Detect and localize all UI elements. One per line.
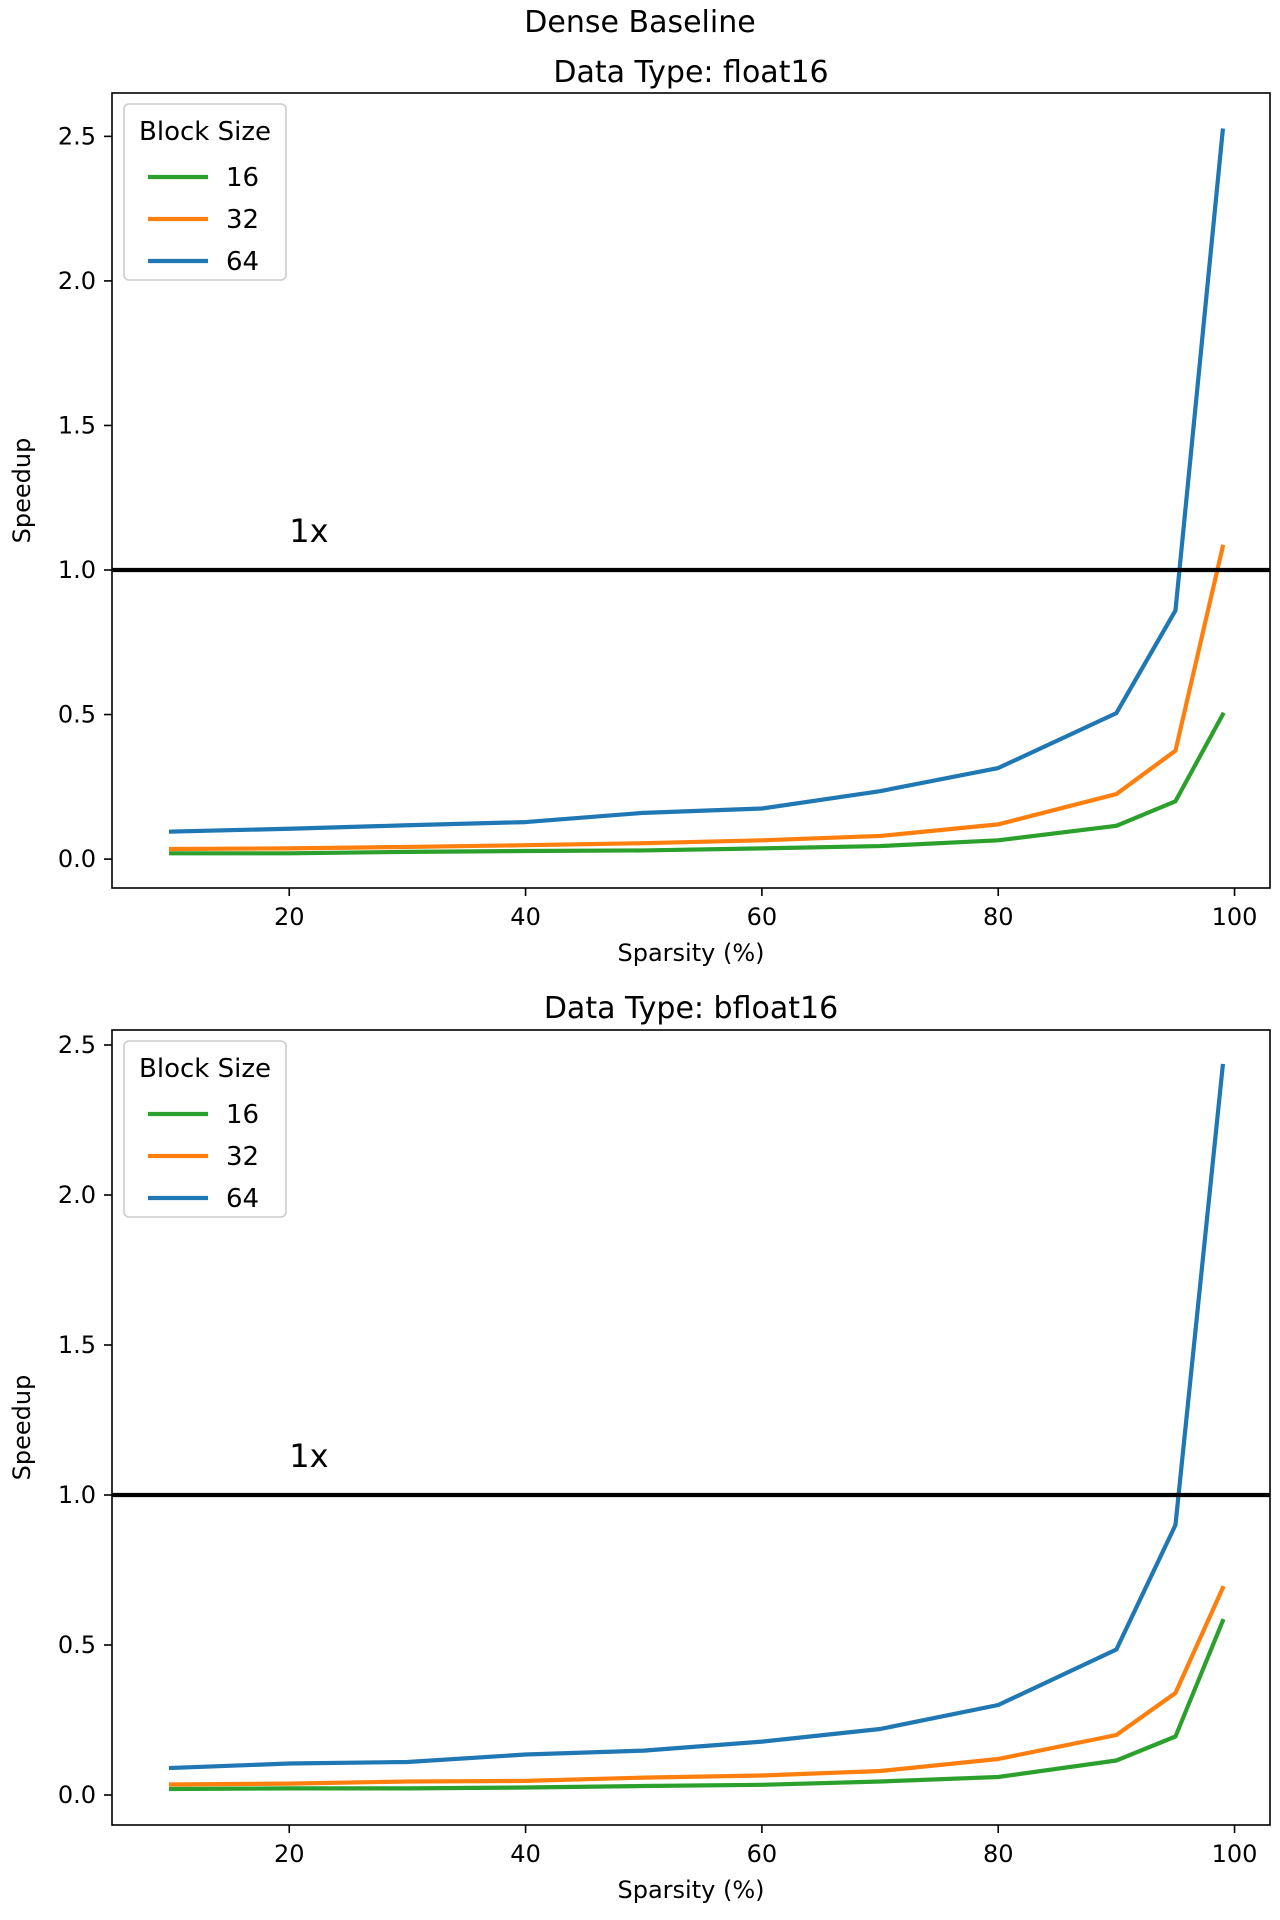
x-tick-label: 20	[274, 903, 305, 931]
y-axis-label: Speedup	[8, 1375, 36, 1481]
x-tick-label: 40	[510, 1840, 541, 1868]
y-tick-label: 0.5	[58, 701, 96, 729]
y-tick-label: 1.5	[58, 1331, 96, 1359]
series-line-block-16	[168, 1618, 1226, 1792]
x-tick-label: 20	[274, 1840, 305, 1868]
y-tick-label: 1.5	[58, 411, 96, 439]
y-tick-label: 1.0	[58, 556, 96, 584]
x-tick-label: 80	[983, 1840, 1014, 1868]
x-tick-label: 40	[510, 903, 541, 931]
legend-entry-64: 64	[226, 1184, 259, 1214]
chart-title: Data Type: bfloat16	[544, 991, 838, 1026]
chart-panel-1: Data Type: float16 20 40 60 80 100 0.0 0.5 1.0 1.…	[8, 55, 1271, 967]
reference-line-label: 1x	[289, 1437, 328, 1475]
legend-entry-16: 16	[226, 163, 259, 193]
legend: Block Size 16 32 64	[123, 103, 287, 281]
chart-title: Data Type: float16	[553, 55, 828, 90]
y-tick-label: 2.5	[58, 122, 96, 150]
y-axis-label: Speedup	[8, 438, 36, 544]
x-tick-label: 80	[983, 903, 1014, 931]
series-line-block-64	[168, 1063, 1226, 1771]
plots: Data Type: float16 20 40 60 80 100 0.0 0.5 1.0 1.…	[8, 55, 1271, 1904]
series-line-block-32	[168, 1585, 1226, 1787]
y-tick-label: 0.5	[58, 1631, 96, 1659]
x-axis-label: Sparsity (%)	[618, 1876, 765, 1904]
legend-title: Block Size	[139, 1054, 271, 1084]
x-tick-label: 60	[747, 1840, 778, 1868]
legend-box	[123, 103, 287, 281]
legend: Block Size 16 32 64	[123, 1040, 287, 1218]
legend-entry-64: 64	[226, 247, 259, 277]
figure-suptitle: Dense Baseline	[524, 5, 755, 40]
reference-line-label: 1x	[289, 512, 328, 550]
y-tick-label: 1.0	[58, 1481, 96, 1509]
legend-box	[123, 1040, 287, 1218]
chart-panel-2: Data Type: bfloat16 20 40 60 80 100 0.0 0.5 1.0 1…	[8, 991, 1271, 1904]
x-tick-label: 100	[1212, 1840, 1258, 1868]
legend-entry-16: 16	[226, 1100, 259, 1130]
x-tick-label: 100	[1212, 903, 1258, 931]
y-tick-label: 0.0	[58, 845, 96, 873]
plot-area	[111, 1029, 1271, 1826]
plot-area	[111, 92, 1271, 889]
legend-entry-32: 32	[226, 1142, 259, 1172]
legend-entry-32: 32	[226, 205, 259, 235]
y-tick-label: 0.0	[58, 1781, 96, 1809]
y-tick-label: 2.0	[58, 267, 96, 295]
x-axis-label: Sparsity (%)	[618, 939, 765, 967]
series-line-block-32	[168, 544, 1226, 852]
y-tick-label: 2.5	[58, 1031, 96, 1059]
y-tick-label: 2.0	[58, 1181, 96, 1209]
series-line-block-16	[168, 711, 1226, 856]
x-tick-label: 60	[747, 903, 778, 931]
series-line-block-64	[168, 128, 1226, 834]
legend-title: Block Size	[139, 117, 271, 147]
